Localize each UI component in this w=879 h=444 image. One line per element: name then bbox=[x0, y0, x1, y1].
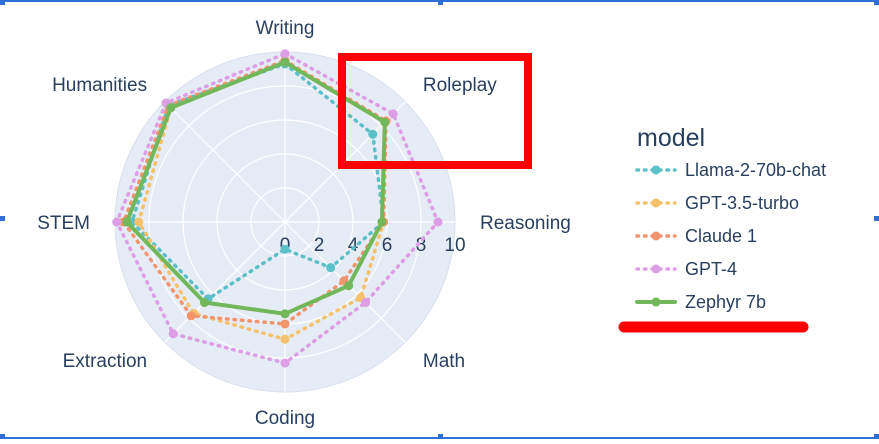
selection-handle-middle-left[interactable] bbox=[0, 216, 5, 221]
selection-handle-top-middle[interactable] bbox=[438, 0, 443, 5]
data-point bbox=[280, 57, 290, 67]
data-point bbox=[361, 298, 371, 308]
data-point bbox=[168, 329, 178, 339]
data-point bbox=[122, 217, 132, 227]
legend-items: Llama-2-70b-chat GPT-3.5-turbo Claude 1 GPT… bbox=[635, 160, 826, 312]
legend-label: Claude 1 bbox=[685, 226, 757, 246]
series-gpt-4 bbox=[112, 49, 443, 368]
axis-label-extraction: Extraction bbox=[63, 351, 147, 372]
annotation-layer bbox=[338, 53, 809, 333]
selection-handle-bottom-left[interactable] bbox=[0, 434, 5, 439]
data-point bbox=[280, 334, 290, 344]
selection-handle-top-right[interactable] bbox=[874, 0, 879, 5]
legend-label: Llama-2-70b-chat bbox=[685, 160, 826, 180]
grid-spoke bbox=[164, 101, 286, 223]
data-point bbox=[134, 217, 144, 227]
legend-item-gpt-4: GPT-4 bbox=[635, 259, 737, 279]
axis-label-coding: Coding bbox=[255, 408, 315, 429]
radial-tick-label: 10 bbox=[444, 235, 465, 256]
legend-title: model bbox=[637, 124, 705, 152]
radial-tick-label: 4 bbox=[348, 235, 359, 256]
data-point bbox=[280, 319, 290, 329]
radial-tick-label: 2 bbox=[314, 235, 325, 256]
legend-swatch-marker bbox=[651, 165, 661, 175]
axis-labels: Writing Roleplay Reasoning Math Coding Extrac… bbox=[37, 18, 571, 429]
legend-swatch-marker bbox=[651, 264, 661, 274]
legend-swatch-marker bbox=[651, 297, 661, 307]
data-point bbox=[186, 311, 196, 321]
legend-item-gpt-3-5-turbo: GPT-3.5-turbo bbox=[635, 193, 799, 213]
data-point bbox=[280, 49, 290, 59]
axis-label-math: Math bbox=[423, 351, 465, 372]
data-point bbox=[344, 281, 354, 291]
series-zephyr-7b bbox=[122, 57, 390, 319]
axis-label-writing: Writing bbox=[256, 18, 315, 39]
selection-handle-bottom-middle[interactable] bbox=[438, 434, 443, 439]
legend-swatch-marker bbox=[651, 198, 661, 208]
data-point bbox=[380, 117, 390, 127]
legend-item-llama-2-70b-chat: Llama-2-70b-chat bbox=[635, 160, 826, 180]
axis-label-stem: STEM bbox=[37, 213, 90, 234]
axis-label-roleplay: Roleplay bbox=[423, 75, 497, 96]
axis-label-humanities: Humanities bbox=[52, 75, 147, 96]
selection-handle-top-left[interactable] bbox=[0, 0, 5, 5]
selection-handle-bottom-right[interactable] bbox=[874, 434, 879, 439]
grid-spoke bbox=[164, 221, 286, 343]
legend-label: GPT-3.5-turbo bbox=[685, 193, 799, 213]
data-point bbox=[280, 244, 290, 254]
radial-tick-label: 6 bbox=[382, 235, 393, 256]
data-point bbox=[280, 358, 290, 368]
legend-label: Zephyr 7b bbox=[685, 292, 766, 312]
legend-item-zephyr-7b: Zephyr 7b bbox=[635, 292, 766, 312]
data-point bbox=[388, 109, 398, 119]
data-point bbox=[433, 217, 443, 227]
data-point bbox=[112, 217, 122, 227]
data-point bbox=[326, 263, 336, 273]
legend: model Llama-2-70b-chat GPT-3.5-turbo Claud… bbox=[635, 124, 826, 312]
data-point bbox=[166, 103, 176, 113]
legend-item-claude-1: Claude 1 bbox=[635, 226, 757, 246]
data-point bbox=[280, 309, 290, 319]
data-point bbox=[199, 298, 209, 308]
radial-tick-label: 8 bbox=[416, 235, 427, 256]
legend-label: GPT-4 bbox=[685, 259, 737, 279]
legend-swatch-marker bbox=[651, 231, 661, 241]
data-point bbox=[377, 217, 387, 227]
highlight-box-roleplay bbox=[338, 53, 532, 169]
axis-label-reasoning: Reasoning bbox=[480, 213, 571, 234]
data-point bbox=[368, 129, 378, 139]
selection-handle-middle-right[interactable] bbox=[874, 216, 879, 221]
